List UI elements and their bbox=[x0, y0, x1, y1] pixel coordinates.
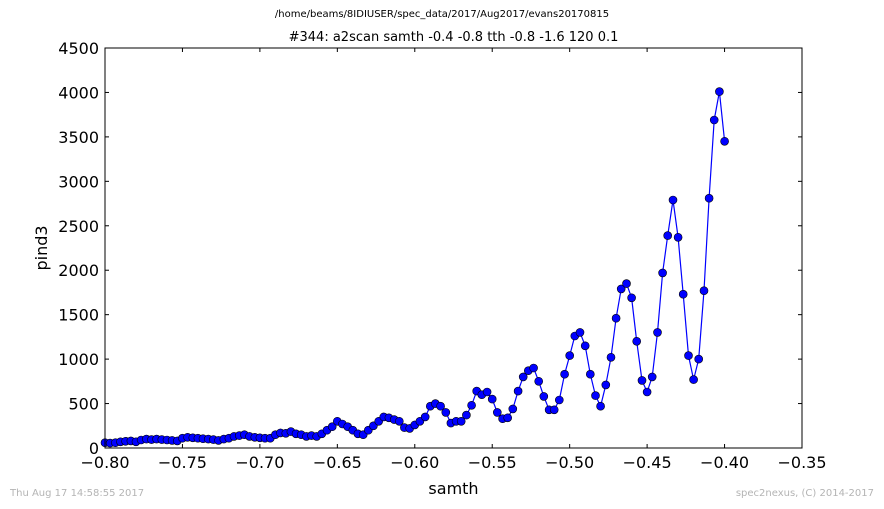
y-tick-label: 500 bbox=[68, 395, 99, 414]
y-tick-label: 3000 bbox=[58, 172, 99, 191]
data-point bbox=[560, 369, 569, 379]
y-tick-label: 2000 bbox=[58, 261, 99, 280]
data-point bbox=[554, 395, 564, 405]
y-tick-label: 2500 bbox=[58, 217, 99, 236]
axis-ticks: −0.80 −0.75 −0.70 −0.65 −0.60 −0.55 −0.50 −0.45… bbox=[58, 39, 826, 472]
data-point bbox=[627, 293, 636, 303]
data-point bbox=[704, 193, 714, 203]
y-tick-label: 4500 bbox=[58, 39, 99, 58]
data-point bbox=[575, 328, 585, 337]
data-point bbox=[601, 380, 611, 390]
data-point bbox=[534, 376, 544, 386]
y-tick-label: 4000 bbox=[58, 83, 99, 102]
series-line bbox=[104, 91, 726, 444]
axes-frame bbox=[104, 47, 803, 449]
data-point bbox=[653, 328, 662, 337]
data-point bbox=[678, 289, 688, 299]
y-tick-label: 0 bbox=[89, 439, 99, 458]
data-point bbox=[709, 115, 719, 125]
data-point bbox=[482, 387, 492, 397]
x-tick-label: −0.60 bbox=[390, 453, 439, 472]
data-point bbox=[632, 336, 642, 346]
data-point bbox=[658, 268, 667, 278]
plot-area bbox=[100, 87, 729, 448]
y-tick-label: 1000 bbox=[58, 350, 99, 369]
data-point bbox=[487, 394, 497, 404]
y-tick-label: 1500 bbox=[58, 306, 99, 325]
x-axis-label: samth bbox=[428, 479, 478, 498]
x-tick-label: −0.65 bbox=[313, 453, 362, 472]
data-point bbox=[596, 401, 605, 411]
data-point bbox=[684, 351, 693, 360]
data-point bbox=[616, 284, 626, 294]
data-point bbox=[420, 412, 430, 422]
data-point bbox=[394, 416, 404, 426]
data-point bbox=[699, 286, 709, 296]
data-point bbox=[673, 233, 683, 242]
x-tick-label: −0.35 bbox=[777, 453, 826, 472]
data-point bbox=[622, 279, 631, 288]
timestamp-footer: Thu Aug 17 14:58:55 2017 bbox=[10, 488, 145, 499]
data-point bbox=[591, 391, 600, 400]
data-point bbox=[606, 352, 616, 362]
data-point bbox=[611, 313, 621, 323]
y-tick-label: 3500 bbox=[58, 128, 99, 147]
data-point bbox=[513, 386, 523, 396]
x-tick-label: −0.75 bbox=[158, 453, 207, 472]
data-point bbox=[689, 375, 698, 384]
data-point bbox=[467, 400, 476, 410]
y-axis-label: pind3 bbox=[32, 225, 51, 270]
data-point bbox=[642, 387, 652, 397]
file-path-subtitle: /home/beams/8IDIUSER/spec_data/2017/Aug2… bbox=[274, 9, 610, 20]
data-point bbox=[565, 351, 575, 360]
chart-title: #344: a2scan samth -0.4 -0.8 tth -0.8 -1… bbox=[288, 30, 619, 45]
data-point bbox=[668, 195, 678, 205]
data-point bbox=[580, 341, 590, 351]
data-point bbox=[441, 408, 451, 417]
data-point bbox=[518, 372, 528, 382]
data-point bbox=[492, 408, 502, 417]
data-point bbox=[647, 372, 657, 382]
data-point bbox=[637, 376, 647, 385]
x-tick-label: −0.80 bbox=[80, 453, 129, 472]
x-tick-label: −0.45 bbox=[623, 453, 672, 472]
data-point bbox=[539, 392, 549, 401]
data-point bbox=[436, 401, 445, 411]
data-point bbox=[462, 410, 471, 420]
x-tick-label: −0.50 bbox=[545, 453, 594, 472]
data-point bbox=[508, 404, 518, 414]
credit-footer: spec2nexus, (C) 2014-2017 bbox=[735, 488, 874, 499]
data-point bbox=[663, 231, 673, 240]
x-tick-label: −0.40 bbox=[700, 453, 749, 472]
x-tick-label: −0.55 bbox=[468, 453, 517, 472]
data-point bbox=[694, 354, 704, 364]
data-point bbox=[549, 405, 559, 415]
data-point bbox=[585, 369, 595, 379]
data-point bbox=[715, 87, 724, 96]
data-point bbox=[503, 413, 513, 423]
x-tick-label: −0.70 bbox=[235, 453, 284, 472]
data-point bbox=[720, 137, 729, 146]
data-point bbox=[327, 422, 337, 432]
data-point bbox=[456, 416, 466, 426]
data-point bbox=[529, 363, 538, 373]
